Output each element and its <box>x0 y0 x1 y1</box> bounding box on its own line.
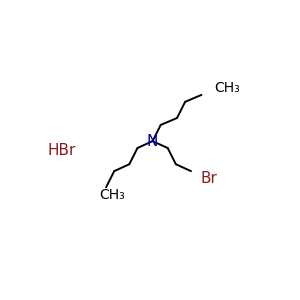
Text: Br: Br <box>200 171 217 186</box>
Text: N: N <box>147 134 158 148</box>
Text: CH₃: CH₃ <box>99 188 125 203</box>
Text: CH₃: CH₃ <box>214 81 240 95</box>
Text: HBr: HBr <box>48 143 76 158</box>
